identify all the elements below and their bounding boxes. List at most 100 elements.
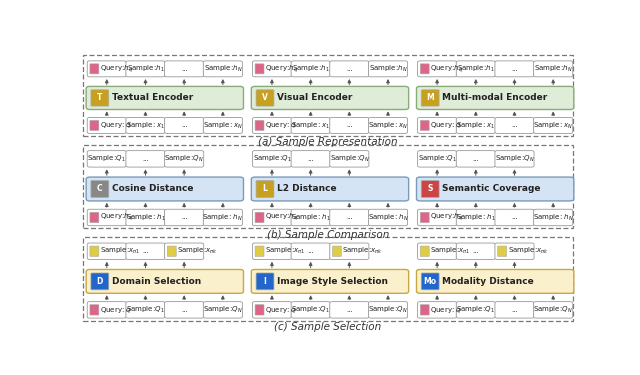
- Text: Sample: $x_N$: Sample: $x_N$: [203, 120, 243, 130]
- FancyBboxPatch shape: [417, 302, 457, 318]
- Text: Sample:$h_N$: Sample:$h_N$: [204, 64, 242, 74]
- FancyBboxPatch shape: [498, 246, 507, 256]
- FancyBboxPatch shape: [252, 61, 291, 77]
- FancyBboxPatch shape: [87, 209, 126, 226]
- Text: (a) Sample Representation: (a) Sample Representation: [258, 137, 398, 147]
- Text: I: I: [264, 277, 266, 286]
- FancyBboxPatch shape: [126, 209, 165, 226]
- FancyBboxPatch shape: [255, 120, 264, 130]
- FancyBboxPatch shape: [87, 151, 126, 167]
- FancyBboxPatch shape: [126, 302, 165, 318]
- Text: Query:$h_q$: Query:$h_q$: [430, 212, 463, 223]
- Text: ...: ...: [142, 248, 149, 254]
- FancyBboxPatch shape: [495, 209, 534, 226]
- FancyBboxPatch shape: [456, 151, 495, 167]
- Text: ...: ...: [346, 123, 353, 129]
- FancyBboxPatch shape: [456, 302, 495, 318]
- FancyBboxPatch shape: [291, 243, 330, 260]
- Text: ...: ...: [472, 248, 479, 254]
- Text: Sample: $x_1$: Sample: $x_1$: [291, 120, 330, 130]
- FancyBboxPatch shape: [369, 209, 408, 226]
- FancyBboxPatch shape: [256, 181, 274, 197]
- Text: ...: ...: [511, 307, 518, 313]
- FancyBboxPatch shape: [456, 61, 495, 77]
- FancyBboxPatch shape: [417, 151, 457, 167]
- FancyBboxPatch shape: [495, 243, 534, 260]
- Text: Query:$h_q$: Query:$h_q$: [100, 212, 133, 223]
- Text: Sample:$Q_1$: Sample:$Q_1$: [456, 305, 495, 315]
- FancyBboxPatch shape: [456, 209, 495, 226]
- FancyBboxPatch shape: [369, 302, 408, 318]
- Text: Sample:$Q_N$: Sample:$Q_N$: [495, 154, 534, 164]
- Text: Image Style Selection: Image Style Selection: [277, 277, 388, 286]
- FancyBboxPatch shape: [291, 209, 330, 226]
- FancyBboxPatch shape: [534, 117, 573, 134]
- FancyBboxPatch shape: [369, 117, 408, 134]
- FancyBboxPatch shape: [126, 243, 165, 260]
- Text: Sample:$Q_N$: Sample:$Q_N$: [533, 305, 573, 315]
- Text: M: M: [426, 93, 434, 102]
- FancyBboxPatch shape: [534, 61, 573, 77]
- FancyBboxPatch shape: [204, 117, 243, 134]
- Text: ...: ...: [346, 307, 353, 313]
- FancyBboxPatch shape: [86, 270, 243, 293]
- Text: Query: $q$: Query: $q$: [100, 305, 132, 315]
- Text: ...: ...: [307, 248, 314, 254]
- Text: Mo: Mo: [424, 277, 436, 286]
- FancyBboxPatch shape: [167, 246, 176, 256]
- Text: Query: $q$: Query: $q$: [100, 120, 132, 130]
- Text: L2 Distance: L2 Distance: [277, 184, 337, 194]
- Text: ...: ...: [180, 307, 188, 313]
- FancyBboxPatch shape: [420, 212, 429, 223]
- Text: Sample:$Q_N$: Sample:$Q_N$: [203, 305, 243, 315]
- FancyBboxPatch shape: [417, 270, 574, 293]
- FancyBboxPatch shape: [256, 90, 274, 106]
- FancyBboxPatch shape: [126, 61, 165, 77]
- FancyBboxPatch shape: [87, 61, 126, 77]
- Text: ...: ...: [511, 123, 518, 129]
- Text: ...: ...: [346, 66, 353, 72]
- FancyBboxPatch shape: [164, 302, 204, 318]
- Text: ...: ...: [142, 156, 149, 162]
- Text: Cosine Distance: Cosine Distance: [112, 184, 193, 194]
- FancyBboxPatch shape: [417, 86, 574, 109]
- FancyBboxPatch shape: [256, 273, 274, 290]
- FancyBboxPatch shape: [417, 209, 457, 226]
- Text: Query:$h_q$: Query:$h_q$: [265, 63, 298, 75]
- FancyBboxPatch shape: [126, 151, 165, 167]
- FancyBboxPatch shape: [252, 117, 291, 134]
- Text: Sample:$Q_1$: Sample:$Q_1$: [291, 305, 330, 315]
- FancyBboxPatch shape: [330, 302, 369, 318]
- FancyBboxPatch shape: [91, 90, 109, 106]
- FancyBboxPatch shape: [164, 61, 204, 77]
- Text: Query:$h_q$: Query:$h_q$: [265, 212, 298, 223]
- Text: L: L: [262, 184, 268, 194]
- Text: Sample:$Q_1$: Sample:$Q_1$: [88, 154, 126, 164]
- Text: Visual Encoder: Visual Encoder: [277, 93, 352, 102]
- FancyBboxPatch shape: [420, 64, 429, 74]
- Text: C: C: [97, 184, 102, 194]
- FancyBboxPatch shape: [252, 209, 291, 226]
- Text: Sample:$x_{\pi k}$: Sample:$x_{\pi k}$: [508, 246, 548, 256]
- Text: Sample: $h_1$: Sample: $h_1$: [456, 212, 496, 223]
- FancyBboxPatch shape: [255, 304, 264, 315]
- FancyBboxPatch shape: [204, 209, 243, 226]
- FancyBboxPatch shape: [90, 120, 99, 130]
- FancyBboxPatch shape: [86, 86, 243, 109]
- Text: Sample:$x_{\pi 1}$: Sample:$x_{\pi 1}$: [265, 246, 305, 256]
- FancyBboxPatch shape: [83, 145, 573, 228]
- FancyBboxPatch shape: [291, 117, 330, 134]
- Text: Sample:$Q_1$: Sample:$Q_1$: [126, 305, 165, 315]
- FancyBboxPatch shape: [330, 243, 369, 260]
- Text: Sample: $x_1$: Sample: $x_1$: [456, 120, 495, 130]
- FancyBboxPatch shape: [86, 177, 243, 201]
- Text: Textual Encoder: Textual Encoder: [112, 93, 193, 102]
- FancyBboxPatch shape: [255, 246, 264, 256]
- Text: Sample:$Q_N$: Sample:$Q_N$: [330, 154, 369, 164]
- Text: Query:$h_q$: Query:$h_q$: [100, 63, 133, 75]
- Text: ...: ...: [511, 66, 518, 72]
- FancyBboxPatch shape: [91, 181, 109, 197]
- FancyBboxPatch shape: [164, 243, 204, 260]
- FancyBboxPatch shape: [421, 273, 439, 290]
- Text: V: V: [262, 93, 268, 102]
